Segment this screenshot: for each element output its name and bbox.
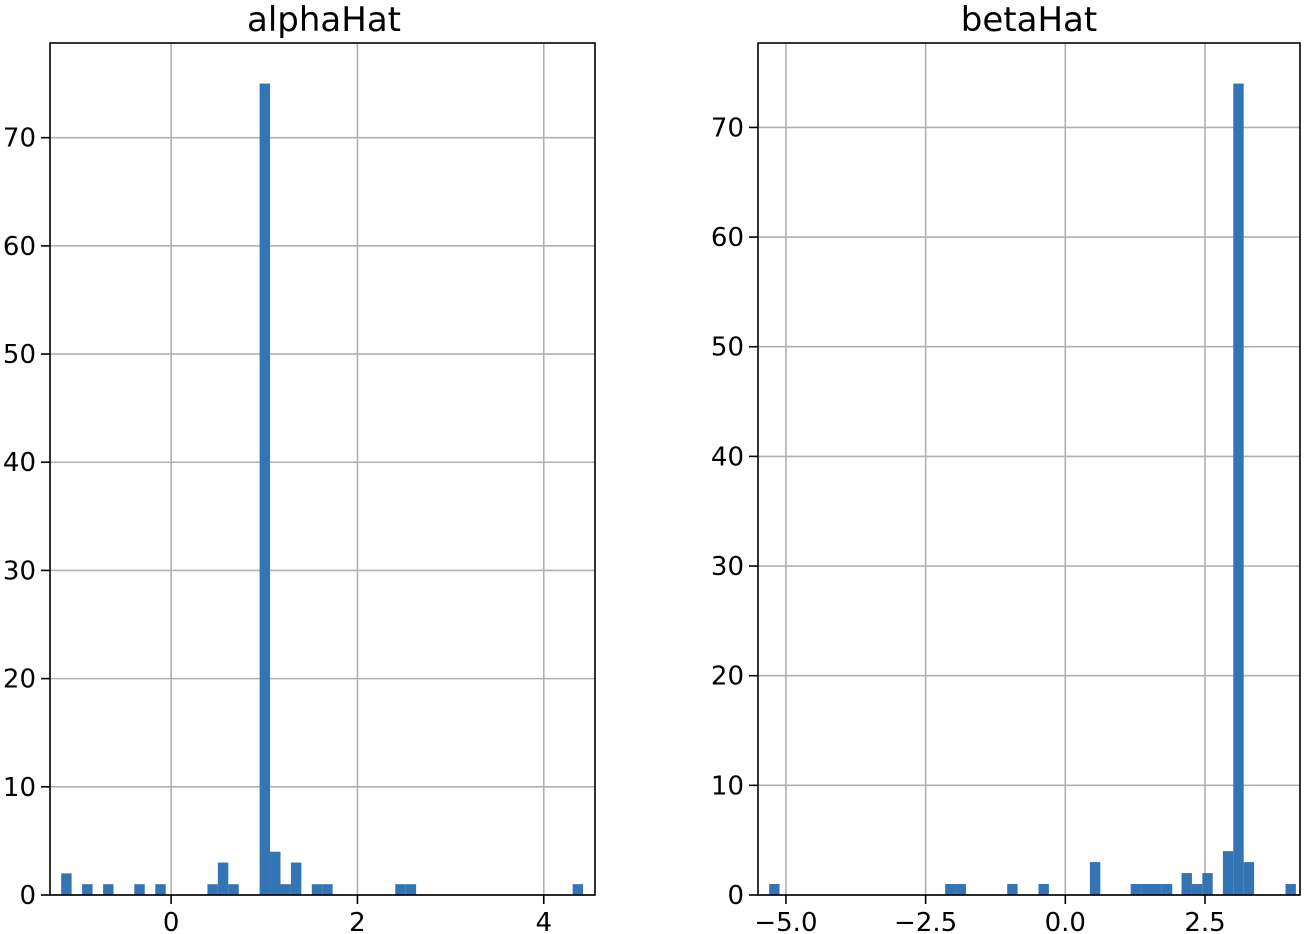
- histogram-bar: [290, 862, 302, 895]
- histogram-bar: [1161, 884, 1173, 895]
- histogram-bar: [1007, 884, 1018, 895]
- histogram-bars: [61, 83, 584, 896]
- histogram-bar: [945, 884, 956, 895]
- histogram-bar: [1202, 873, 1213, 895]
- histogram-bar: [82, 884, 93, 895]
- histogram-bars: [769, 83, 1296, 896]
- y-tick-label: 20: [711, 662, 744, 692]
- histogram-bar: [61, 873, 72, 895]
- histogram-bar: [395, 884, 406, 895]
- x-tick-label: 0: [163, 908, 180, 934]
- y-tick-label: 40: [711, 442, 744, 472]
- y-tick-label: 70: [711, 113, 744, 143]
- y-tick-label: 30: [3, 556, 36, 586]
- y-tick-label: 40: [3, 448, 36, 478]
- histogram-bar: [155, 884, 166, 895]
- y-tick-label: 50: [3, 340, 36, 370]
- y-tick-label: 60: [711, 223, 744, 253]
- histogram-bar: [1285, 884, 1296, 895]
- y-tick-label: 70: [3, 124, 36, 154]
- histogram-bar: [134, 884, 145, 895]
- histogram-bar: [1089, 862, 1101, 895]
- histogram-bar: [311, 884, 323, 895]
- histogram-bar: [405, 884, 417, 895]
- y-tick-label: 0: [727, 881, 744, 911]
- histogram-bar: [1233, 83, 1244, 896]
- histogram-bar: [1038, 884, 1049, 895]
- histogram-bar: [1130, 884, 1142, 895]
- histogram-bar: [955, 884, 966, 895]
- histogram-bar: [207, 884, 218, 895]
- histogram-bar: [322, 884, 333, 895]
- subplot-betahat: −5.0 −2.5 0.0 2.5 0 10 20 30 40 50 60 70 betaHat: [711, 0, 1301, 934]
- y-tick-label: 10: [711, 771, 744, 801]
- x-tick-label: −2.5: [894, 908, 957, 934]
- chart-title: alphaHat: [247, 0, 401, 40]
- y-tick-label: 30: [711, 552, 744, 582]
- histogram-bar: [1191, 884, 1203, 895]
- plot-background: [50, 43, 595, 895]
- y-tick-label: 60: [3, 232, 36, 262]
- histogram-bar: [280, 884, 291, 895]
- x-tick-label: −5.0: [754, 908, 817, 934]
- grid-lines: [50, 43, 595, 896]
- histogram-bar: [572, 884, 584, 895]
- histogram-bar: [1243, 862, 1255, 895]
- histogram-bar: [259, 83, 271, 896]
- plot-frame: [757, 42, 1301, 896]
- plot-frame: [49, 42, 596, 896]
- y-tick-label: 0: [19, 881, 36, 911]
- x-tick-label: 4: [535, 908, 552, 934]
- x-tick-label: 2: [349, 908, 366, 934]
- histogram-bar: [769, 884, 780, 895]
- plot-background: [758, 43, 1300, 895]
- chart-title: betaHat: [961, 0, 1097, 40]
- histogram-bar: [1151, 884, 1162, 895]
- y-tick-label: 20: [3, 665, 36, 695]
- y-tick-label: 50: [711, 333, 744, 363]
- histogram-bar: [1222, 851, 1234, 895]
- histogram-bar: [1181, 873, 1192, 895]
- histogram-bar: [217, 862, 229, 895]
- axis-ticks: −5.0 −2.5 0.0 2.5 0 10 20 30 40 50 60 70: [711, 113, 1226, 934]
- histogram-bar: [270, 851, 281, 895]
- histogram-bar: [228, 884, 239, 895]
- y-tick-label: 10: [3, 773, 36, 803]
- x-tick-label: 2.5: [1184, 908, 1225, 934]
- histogram-bar: [1141, 884, 1152, 895]
- x-tick-label: 0.0: [1045, 908, 1086, 934]
- histogram-bar: [103, 884, 114, 895]
